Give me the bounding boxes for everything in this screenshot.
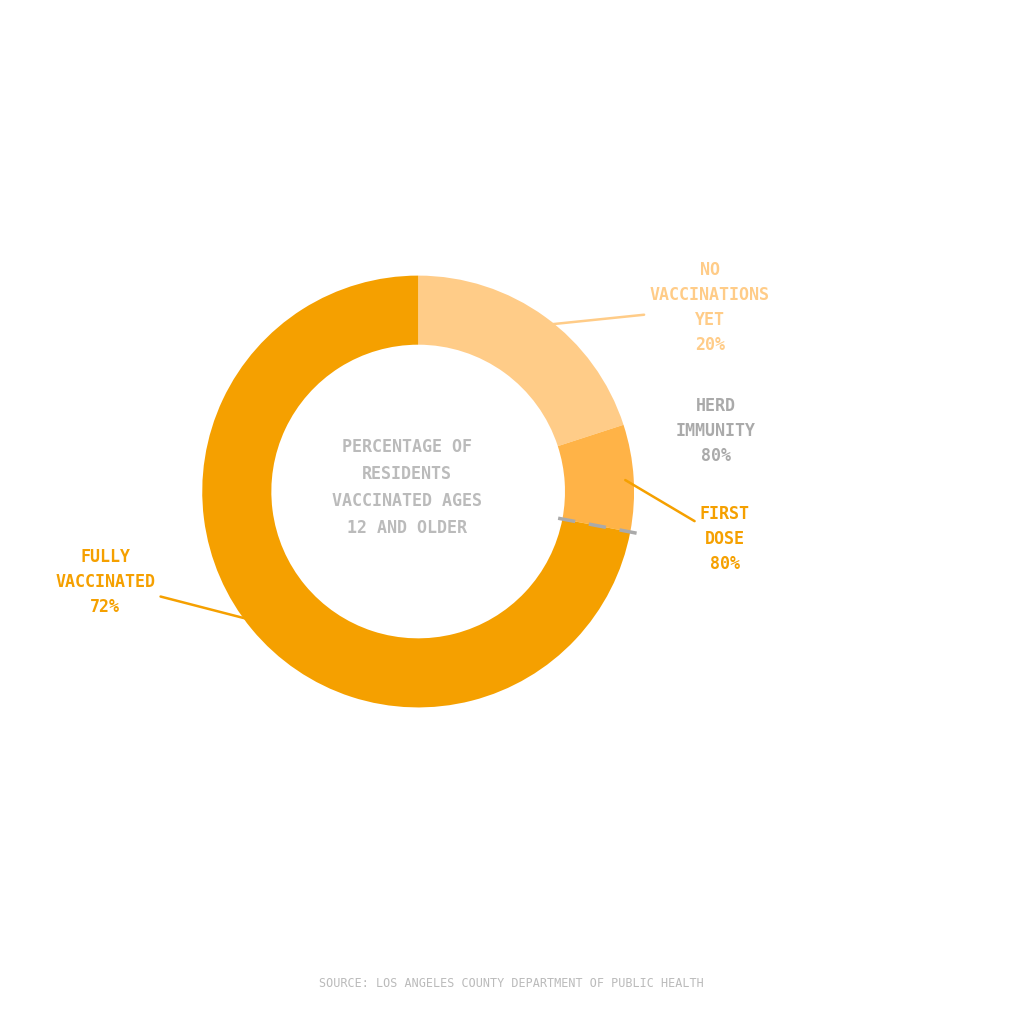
Text: SOURCE: LOS ANGELES COUNTY DEPARTMENT OF PUBLIC HEALTH: SOURCE: LOS ANGELES COUNTY DEPARTMENT OF… — [319, 977, 703, 989]
Wedge shape — [202, 275, 631, 708]
Text: FIRST
DOSE
80%: FIRST DOSE 80% — [625, 480, 750, 573]
Text: FULLY
VACCINATED
72%: FULLY VACCINATED 72% — [55, 548, 258, 622]
Text: HERD
IMMUNITY
80%: HERD IMMUNITY 80% — [677, 397, 756, 465]
Text: PERCENTAGE OF
RESIDENTS
VACCINATED AGES
12 AND OLDER: PERCENTAGE OF RESIDENTS VACCINATED AGES … — [332, 437, 482, 537]
Wedge shape — [418, 275, 623, 446]
Wedge shape — [558, 425, 634, 532]
Text: NO
VACCINATIONS
YET
20%: NO VACCINATIONS YET 20% — [542, 261, 770, 354]
